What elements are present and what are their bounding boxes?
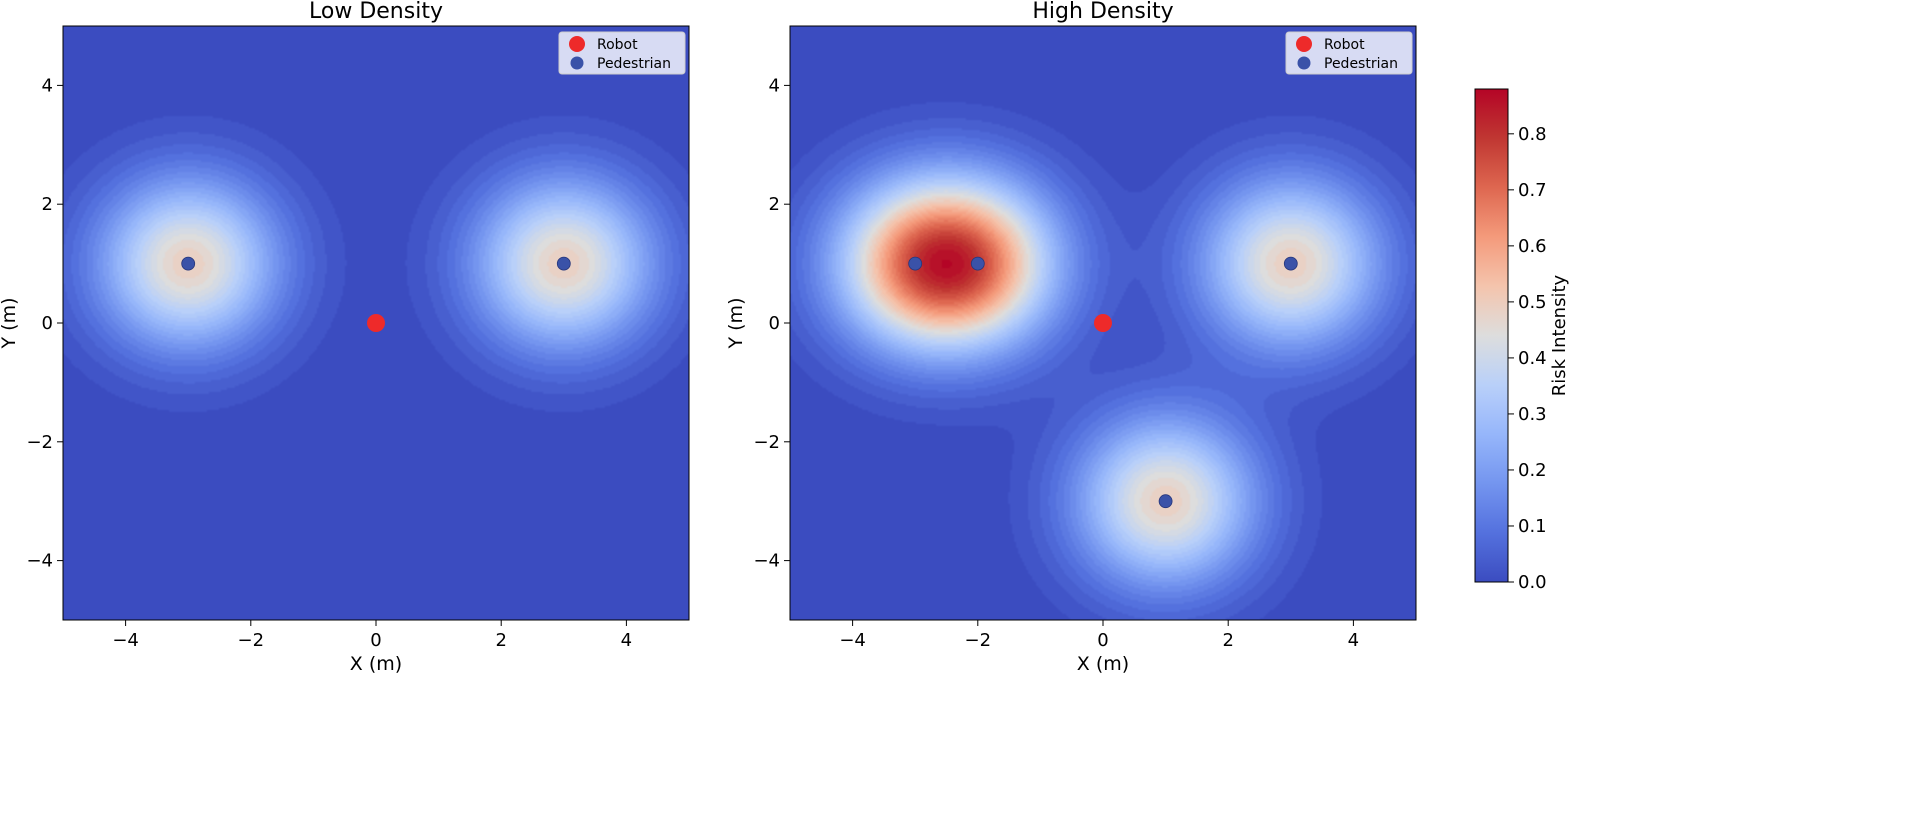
y-axis-label: Y (m) — [725, 298, 747, 350]
y-tick-label: 2 — [42, 194, 53, 215]
pedestrian-point — [970, 256, 985, 271]
pedestrian-point — [908, 256, 923, 271]
pedestrian-point — [1283, 256, 1298, 271]
x-tick-label: −4 — [112, 630, 139, 651]
colorbar-tick-label: 0.6 — [1518, 236, 1547, 257]
legend-label: Pedestrian — [1324, 56, 1398, 72]
colorbar: 0.0 0.1 0.2 0.3 0.4 0.5 0.6 0.7 0.8 Risk Intensit… — [1474, 88, 1570, 593]
legend: Robot Pedestrian — [558, 31, 686, 75]
colorbar-tick-label: 0.5 — [1518, 292, 1547, 313]
x-tick-label: −2 — [238, 630, 265, 651]
panel-high-density: High Density −4 −2 0 2 4 −4 −2 0 2 4 X (m) Y (m) Robo… — [725, 0, 1417, 675]
x-tick-label: 0 — [1097, 630, 1108, 651]
legend-label: Pedestrian — [597, 56, 671, 72]
pedestrian-point — [181, 256, 196, 271]
colorbar-tick-label: 0.3 — [1518, 404, 1547, 425]
legend: Robot Pedestrian — [1285, 31, 1413, 75]
legend-box — [558, 31, 686, 75]
x-tick-label: 2 — [495, 630, 506, 651]
legend-label: Robot — [1324, 37, 1365, 53]
legend-box — [1285, 31, 1413, 75]
x-axis-label: X (m) — [1077, 653, 1129, 675]
legend-label: Robot — [597, 37, 638, 53]
legend-marker — [569, 36, 585, 52]
colorbar-tick-label: 0.1 — [1518, 516, 1547, 537]
legend-marker — [1296, 36, 1312, 52]
y-axis-label: Y (m) — [0, 298, 20, 350]
y-tick-label: −2 — [753, 432, 780, 453]
colorbar-tick-label: 0.4 — [1518, 348, 1547, 369]
pedestrian-point — [556, 256, 571, 271]
y-tick-label: −4 — [26, 551, 53, 572]
y-tick-label: −2 — [26, 432, 53, 453]
y-tick-label: 0 — [769, 313, 780, 334]
chart-title: Low Density — [309, 0, 443, 24]
y-tick-label: 4 — [769, 75, 780, 96]
colorbar-tick-label: 0.8 — [1518, 124, 1547, 145]
y-tick-label: 4 — [42, 75, 53, 96]
y-tick-label: 0 — [42, 313, 53, 334]
panel-low-density: Low Density −4 −2 0 2 4 −4 −2 0 2 4 X (m) Y (m) Robot… — [0, 0, 690, 675]
chart-title: High Density — [1032, 0, 1173, 24]
colorbar-label: Risk Intensity — [1549, 274, 1570, 396]
legend-marker — [1297, 56, 1311, 70]
x-tick-label: −2 — [965, 630, 992, 651]
y-tick-label: 2 — [769, 194, 780, 215]
colorbar-tick-label: 0.2 — [1518, 460, 1547, 481]
colorbar-frame — [1474, 88, 1509, 583]
robot-point — [367, 314, 385, 332]
x-tick-label: 4 — [621, 630, 632, 651]
robot-point — [1094, 314, 1112, 332]
colorbar-tick-label: 0.0 — [1518, 572, 1547, 593]
x-tick-label: 2 — [1222, 630, 1233, 651]
x-axis-label: X (m) — [350, 653, 402, 675]
y-tick-label: −4 — [753, 551, 780, 572]
colorbar-tick-label: 0.7 — [1518, 180, 1547, 201]
x-tick-label: 4 — [1348, 630, 1359, 651]
pedestrian-point — [1158, 494, 1173, 509]
x-tick-label: 0 — [370, 630, 381, 651]
x-tick-label: −4 — [839, 630, 866, 651]
legend-marker — [570, 56, 584, 70]
colorbar-gradient — [1475, 89, 1508, 582]
